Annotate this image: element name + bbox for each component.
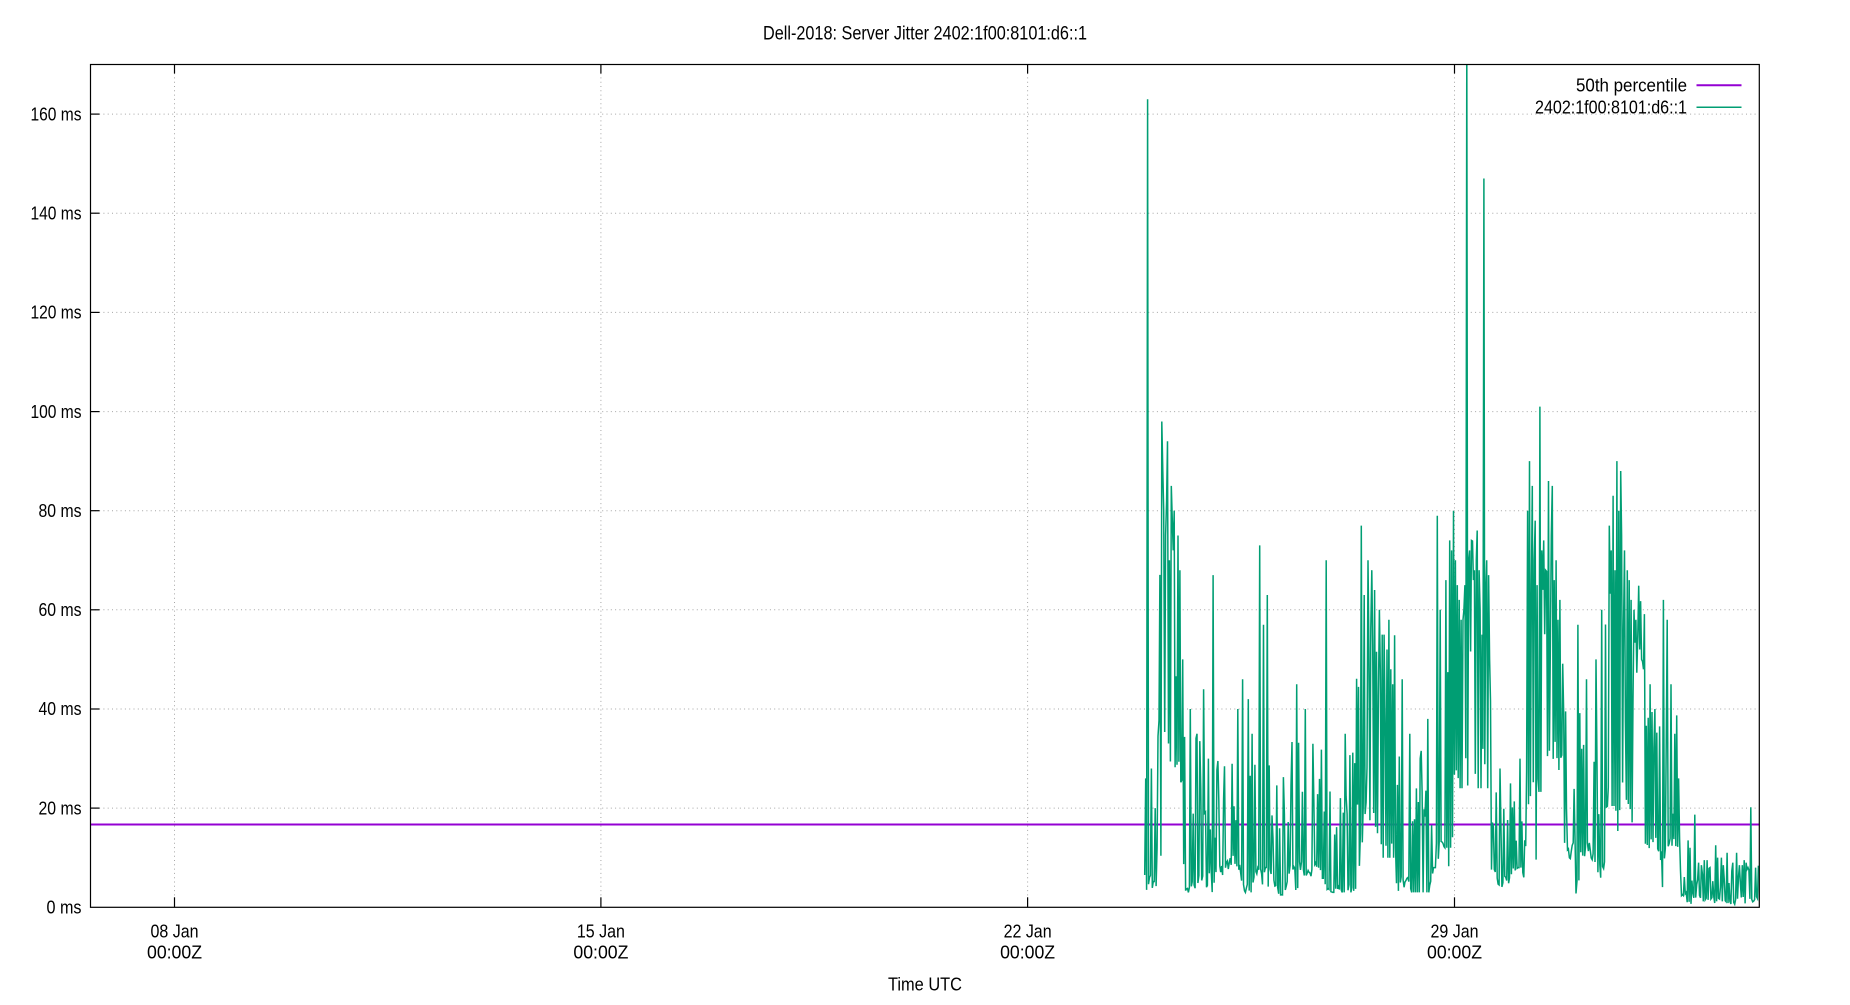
svg-text:22 Jan: 22 Jan [1004,922,1052,942]
svg-text:60 ms: 60 ms [39,600,82,620]
svg-text:50th percentile: 50th percentile [1576,76,1687,96]
svg-text:00:00Z: 00:00Z [1427,943,1482,963]
svg-text:120 ms: 120 ms [31,303,82,323]
svg-text:00:00Z: 00:00Z [147,943,202,963]
svg-text:00:00Z: 00:00Z [1000,943,1055,963]
svg-text:2402:1f00:8101:d6::1: 2402:1f00:8101:d6::1 [1535,98,1687,118]
svg-text:Time UTC: Time UTC [888,975,962,995]
svg-text:Dell-2018: Server Jitter 2402:: Dell-2018: Server Jitter 2402:1f00:8101:… [763,24,1087,45]
svg-text:40 ms: 40 ms [39,699,82,719]
svg-text:140 ms: 140 ms [31,203,82,223]
svg-text:00:00Z: 00:00Z [573,943,628,963]
svg-text:160 ms: 160 ms [31,104,82,124]
svg-text:15 Jan: 15 Jan [577,922,625,942]
svg-text:80 ms: 80 ms [39,501,82,521]
svg-text:100 ms: 100 ms [31,402,82,422]
svg-text:29 Jan: 29 Jan [1431,922,1479,942]
svg-text:08 Jan: 08 Jan [151,922,199,942]
svg-text:0 ms: 0 ms [47,898,82,918]
svg-text:20 ms: 20 ms [39,798,82,818]
